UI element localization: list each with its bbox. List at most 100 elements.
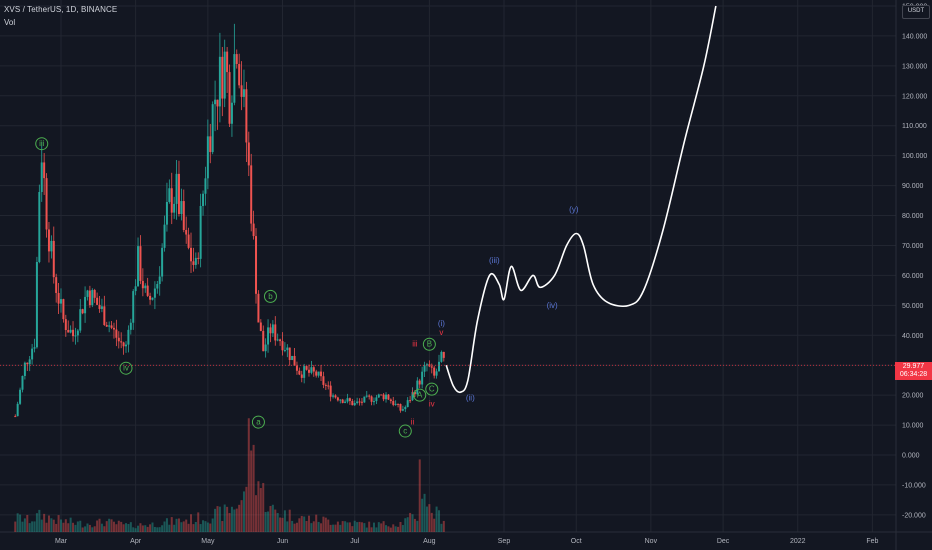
candle-body (40, 162, 43, 192)
candle-body (271, 324, 274, 334)
candle-body (47, 229, 50, 252)
candle-body (93, 290, 96, 298)
candle-body (409, 400, 412, 402)
candle-body (303, 366, 306, 378)
candle-body (105, 325, 108, 327)
candle-body (197, 257, 200, 259)
volume-bar (344, 521, 347, 532)
candle-body (418, 380, 421, 385)
volume-bar (437, 510, 440, 532)
volume-bar (202, 520, 205, 532)
volume-indicator-label[interactable]: Vol (4, 18, 16, 27)
candle-body (365, 395, 368, 397)
volume-bar (190, 514, 193, 532)
y-tick-label: 50.000 (902, 303, 924, 310)
volume-bar (120, 521, 123, 532)
y-tick-label: 40.000 (902, 333, 924, 340)
volume-bar (180, 522, 183, 532)
candle-body (356, 401, 359, 403)
volume-bar (79, 520, 82, 532)
volume-bar (300, 515, 303, 532)
x-tick-label: Oct (571, 538, 582, 545)
volume-bar (317, 521, 320, 532)
candle-body (190, 247, 193, 262)
volume-bar (240, 500, 243, 532)
x-tick-label: Sep (498, 538, 511, 545)
volume-bar (262, 482, 265, 532)
volume-bar (242, 491, 245, 532)
candle-body (23, 362, 26, 376)
candle-body (423, 365, 426, 372)
candle-body (192, 261, 195, 265)
volume-bar (276, 513, 279, 532)
volume-bar (112, 521, 115, 532)
y-tick-label: 110.000 (902, 123, 927, 130)
volume-bar (194, 521, 197, 532)
candle-body (35, 261, 38, 348)
candle-body (149, 295, 152, 300)
volume-bar (247, 418, 250, 532)
candle-body (134, 286, 137, 292)
volume-bar (433, 518, 436, 532)
volume-bar (50, 518, 53, 532)
candle-body (74, 335, 77, 337)
volume-bar (40, 519, 43, 532)
candle-body (387, 394, 390, 400)
candle-body (382, 394, 385, 400)
wave-label-circle (263, 289, 277, 303)
volume-bar (413, 518, 416, 532)
volume-bar (324, 517, 327, 532)
volume-bar (271, 504, 274, 532)
volume-bar (62, 522, 65, 532)
volume-bar (74, 524, 77, 532)
volume-bar (334, 524, 337, 532)
candle-body (413, 391, 416, 395)
volume-bar (127, 523, 130, 532)
volume-bar (406, 517, 409, 532)
volume-bar (279, 517, 282, 532)
candle-body (168, 188, 171, 202)
y-tick-label: 120.000 (902, 93, 927, 100)
volume-bar (45, 522, 48, 532)
symbol-title[interactable]: XVS / TetherUS, 1D, BINANCE (4, 5, 118, 14)
x-tick-label: Jul (350, 538, 359, 545)
volume-bar (129, 522, 132, 532)
volume-bar (163, 521, 166, 532)
candle-body (43, 162, 46, 179)
volume-bar (209, 523, 212, 532)
candle-body (329, 385, 332, 397)
volume-bar (84, 526, 87, 532)
candle-body (240, 85, 243, 97)
volume-bar (91, 527, 94, 532)
candle-body (223, 51, 226, 99)
candle-body (175, 173, 178, 204)
bar-countdown: 06:34:28 (899, 371, 928, 378)
wave-label: C (429, 385, 435, 394)
candle-body (115, 329, 118, 338)
volume-bar (165, 518, 168, 532)
candle-body (125, 344, 128, 347)
candle-body (177, 173, 180, 215)
candle-body (86, 290, 89, 297)
candle-body (286, 347, 289, 351)
candle-body (228, 72, 231, 124)
x-tick-label: Dec (717, 538, 730, 545)
volume-bar (173, 524, 176, 532)
volume-bar (93, 526, 96, 532)
wave-label-circle (398, 424, 412, 438)
volume-bar (43, 513, 46, 532)
volume-bar (281, 517, 284, 532)
volume-bar (399, 521, 402, 532)
volume-bar (380, 523, 383, 532)
volume-bar (409, 512, 412, 532)
volume-bar (67, 523, 70, 532)
volume-bar (170, 517, 173, 532)
candle-body (55, 277, 58, 293)
volume-bar (100, 523, 103, 532)
candle-body (435, 371, 438, 376)
candle-body (269, 327, 272, 334)
price-unit-badge[interactable]: USDT (902, 5, 930, 19)
wave-label-circle (413, 388, 427, 402)
volume-bar (440, 523, 443, 532)
